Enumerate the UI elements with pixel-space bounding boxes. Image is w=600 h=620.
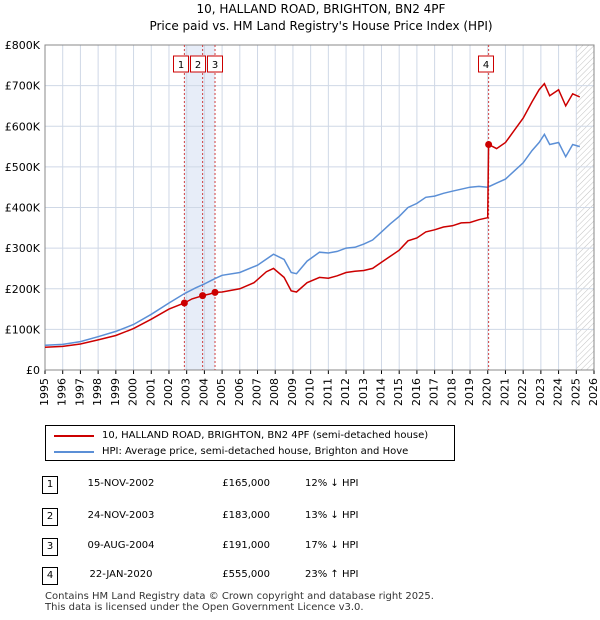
x-tick-label: 2012 xyxy=(339,378,352,406)
legend-swatch-property xyxy=(54,435,94,437)
legend-swatch-hpi xyxy=(54,451,94,453)
x-tick-label: 2007 xyxy=(251,378,264,406)
footer-line-2: This data is licensed under the Open Gov… xyxy=(45,602,364,613)
table-row: 2 24-NOV-2003 £183,000 13% ↓ HPI xyxy=(40,508,380,526)
x-tick-label: 2023 xyxy=(534,378,547,406)
sale-point xyxy=(211,288,219,296)
sale-hpi-diff: 12% ↓ HPI xyxy=(305,478,359,489)
sale-hpi-diff: 23% ↑ HPI xyxy=(305,569,359,580)
sale-number-badge: 3 xyxy=(42,538,58,556)
x-tick-label: 2003 xyxy=(180,378,193,406)
y-tick-label: £800K xyxy=(5,39,41,52)
table-row: 4 22-JAN-2020 £555,000 23% ↑ HPI xyxy=(40,567,380,585)
legend-label-hpi: HPI: Average price, semi-detached house,… xyxy=(102,446,409,457)
sale-number-badge: 4 xyxy=(42,567,58,585)
sale-hpi-diff: 13% ↓ HPI xyxy=(305,510,359,521)
x-tick-label: 2011 xyxy=(321,378,334,406)
x-tick-label: 2021 xyxy=(498,378,511,406)
sale-hpi-diff: 17% ↓ HPI xyxy=(305,540,359,551)
sale-label-badge: 4 xyxy=(478,55,494,73)
property-price-line xyxy=(44,82,581,349)
x-tick-label: 2004 xyxy=(197,378,210,406)
y-tick-label: £300K xyxy=(5,242,41,255)
x-tick-label: 2017 xyxy=(428,378,441,406)
sale-label-number: 4 xyxy=(483,60,489,71)
x-tick-label: 1997 xyxy=(73,378,86,406)
legend-label-property: 10, HALLAND ROAD, BRIGHTON, BN2 4PF (sem… xyxy=(102,430,429,441)
sale-point xyxy=(199,292,207,300)
y-tick-label: £700K xyxy=(5,80,41,93)
x-tick-label: 2014 xyxy=(374,378,387,406)
x-tick-label: 2002 xyxy=(162,378,175,406)
y-tick-label: £500K xyxy=(5,161,41,174)
hpi-line xyxy=(44,132,581,346)
x-tick-label: 2019 xyxy=(463,378,476,406)
x-tick-label: 2022 xyxy=(516,378,529,406)
sale-label-box xyxy=(190,55,206,73)
sale-label-box xyxy=(207,55,223,73)
x-tick-label: 2020 xyxy=(481,378,494,406)
legend: 10, HALLAND ROAD, BRIGHTON, BN2 4PF (sem… xyxy=(45,425,455,461)
table-row: 1 15-NOV-2002 £165,000 12% ↓ HPI xyxy=(40,476,380,494)
sale-date: 15-NOV-2002 xyxy=(87,478,155,489)
sale-label-box xyxy=(478,55,494,73)
sale-number-badge: 2 xyxy=(42,508,58,526)
y-tick-label: £400K xyxy=(5,202,41,215)
x-tick-label: 2018 xyxy=(445,378,458,406)
x-tick-label: 1998 xyxy=(91,378,104,406)
x-tick-label: 1999 xyxy=(109,378,122,406)
sale-label-number: 3 xyxy=(212,60,218,71)
sale-price: £165,000 xyxy=(222,478,270,489)
x-tick-label: 2008 xyxy=(268,378,281,406)
sale-label-number: 2 xyxy=(195,60,201,71)
price-chart: 10, HALLAND ROAD, BRIGHTON, BN2 4PF Pric… xyxy=(5,2,600,406)
y-tick-label: £100K xyxy=(5,323,41,336)
footer: Contains HM Land Registry data © Crown c… xyxy=(45,591,434,613)
x-tick-label: 2010 xyxy=(304,378,317,406)
sale-date: 24-NOV-2003 xyxy=(87,510,155,521)
sale-price: £191,000 xyxy=(222,540,270,551)
x-tick-label: 2024 xyxy=(552,378,565,406)
sale-label-badge: 1 xyxy=(173,55,189,73)
sale-label-box xyxy=(173,55,189,73)
x-tick-label: 2026 xyxy=(587,378,600,406)
x-tick-label: 2013 xyxy=(357,378,370,406)
table-row: 3 09-AUG-2004 £191,000 17% ↓ HPI xyxy=(40,538,380,556)
x-tick-label: 2006 xyxy=(233,378,246,406)
x-tick-label: 2009 xyxy=(286,378,299,406)
chart-title: 10, HALLAND ROAD, BRIGHTON, BN2 4PF xyxy=(197,2,446,16)
x-tick-label: 1995 xyxy=(38,378,51,406)
x-tick-label: 2000 xyxy=(127,378,140,406)
sale-point xyxy=(180,299,188,307)
sale-label-badge: 2 xyxy=(190,55,206,73)
x-tick-label: 1996 xyxy=(56,378,69,406)
x-tick-label: 2005 xyxy=(215,378,228,406)
y-tick-label: £600K xyxy=(5,120,41,133)
x-tick-label: 2015 xyxy=(392,378,405,406)
x-tick-label: 2001 xyxy=(144,378,157,406)
sale-number-badge: 1 xyxy=(42,476,58,494)
sale-price: £183,000 xyxy=(222,510,270,521)
sale-label-number: 1 xyxy=(178,60,184,71)
x-tick-label: 2025 xyxy=(569,378,582,406)
plot-frame xyxy=(44,44,595,371)
chart-subtitle: Price paid vs. HM Land Registry's House … xyxy=(149,19,492,33)
sale-date: 22-JAN-2020 xyxy=(89,569,153,580)
sale-point xyxy=(485,141,493,149)
sale-date: 09-AUG-2004 xyxy=(87,540,155,551)
y-tick-label: £200K xyxy=(5,283,41,296)
y-tick-label: £0 xyxy=(26,364,40,377)
sale-price: £555,000 xyxy=(222,569,270,580)
sale-label-badge: 3 xyxy=(207,55,223,73)
footer-line-1: Contains HM Land Registry data © Crown c… xyxy=(45,591,434,602)
x-tick-label: 2016 xyxy=(410,378,423,406)
